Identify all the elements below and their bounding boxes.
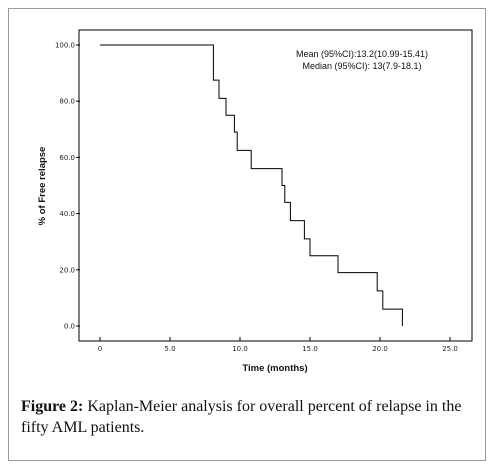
y-tick-label: 80.0 <box>59 98 75 106</box>
y-tick-label: 40.0 <box>59 210 75 218</box>
mean-annotation: Mean (95%CI):13.2(10.99-15.41) <box>296 49 428 59</box>
x-tick-label: 15.0 <box>302 345 318 353</box>
x-tick-label: 20.0 <box>372 345 388 353</box>
chart-axes <box>78 29 473 342</box>
caption-text: Kaplan-Meier analysis for overall percen… <box>21 398 462 436</box>
x-tick-label: 5.0 <box>164 345 175 353</box>
y-tick-label: 0.0 <box>64 323 75 331</box>
km-curve <box>100 44 403 326</box>
x-axis-label: Time (months) <box>242 363 307 374</box>
x-tick-label: 10.0 <box>232 345 248 353</box>
y-tick-label: 60.0 <box>59 154 75 162</box>
x-tick-label: 25.0 <box>442 345 458 353</box>
km-chart: 0 5.0 10.0 15.0 20.0 25.0 0.0 20.0 40.0 60.0 80.0 1… <box>37 29 473 374</box>
median-annotation: Median (95%CI): 13(7.9-18.1) <box>302 61 421 71</box>
caption-label: Figure 2: <box>21 398 84 415</box>
plot-border <box>78 29 473 342</box>
y-axis-label: % of Free relapse <box>37 147 48 226</box>
chart-ticks: 0 5.0 10.0 15.0 20.0 25.0 0.0 20.0 40.0 60.0 80.0 1… <box>55 42 458 354</box>
x-tick-label: 0 <box>98 345 102 353</box>
figure-frame <box>8 8 486 461</box>
figure-caption: Figure 2: Kaplan-Meier analysis for over… <box>21 396 481 438</box>
y-tick-label: 100.0 <box>55 42 75 50</box>
y-tick-label: 20.0 <box>59 266 75 274</box>
